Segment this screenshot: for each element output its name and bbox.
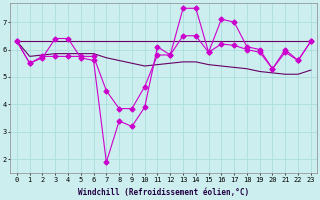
X-axis label: Windchill (Refroidissement éolien,°C): Windchill (Refroidissement éolien,°C) [78,188,249,197]
